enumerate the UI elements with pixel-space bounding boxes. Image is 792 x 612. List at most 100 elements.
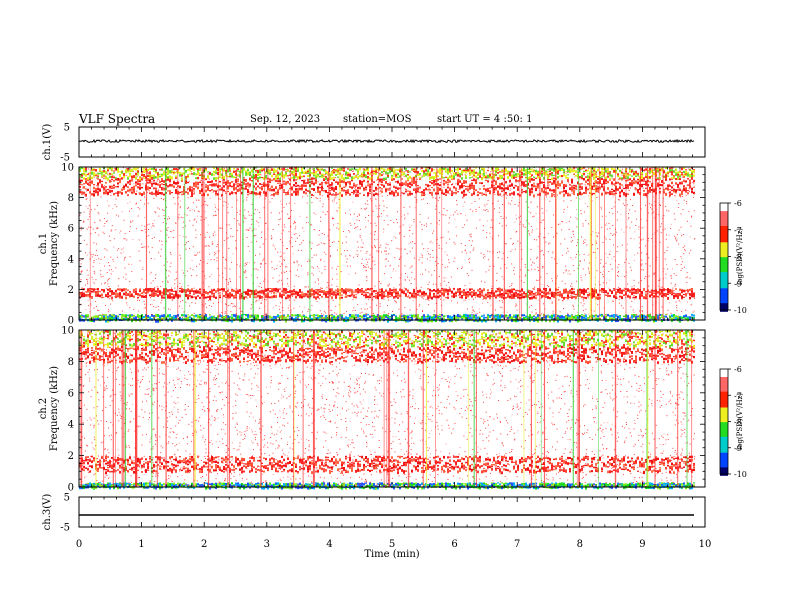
spectrogram-band-3 bbox=[435, 177, 437, 179]
spectrogram-band-1 bbox=[367, 288, 369, 291]
spectrogram-band-3 bbox=[295, 173, 297, 175]
spectrogram-band-2 bbox=[87, 182, 89, 185]
spectrogram-band-1 bbox=[477, 294, 479, 296]
spectrogram-band-1 bbox=[209, 295, 211, 297]
spectrogram-band-1 bbox=[357, 291, 359, 293]
spectrogram-band-1 bbox=[291, 294, 293, 296]
spectrogram-band-1 bbox=[209, 297, 211, 300]
spectrogram-band-1 bbox=[271, 295, 273, 299]
spectrogram-band-1 bbox=[141, 295, 143, 298]
spectrogram-band-2 bbox=[133, 185, 135, 189]
spectrogram-band-0 bbox=[617, 316, 619, 319]
spectrogram-band-1 bbox=[97, 291, 99, 294]
spectrogram-band-0 bbox=[449, 316, 451, 319]
spectrogram-band-0 bbox=[97, 317, 99, 320]
spectrogram-band-3 bbox=[247, 171, 249, 174]
spectrogram-band-2 bbox=[619, 177, 621, 180]
spectrogram-band-1 bbox=[299, 295, 301, 299]
spectrogram-band-2 bbox=[605, 182, 607, 184]
spectrogram-band-3 bbox=[259, 176, 261, 179]
spectrogram-band-0 bbox=[285, 316, 287, 319]
spectrogram-band-2 bbox=[407, 182, 409, 186]
spectrogram-band-3 bbox=[159, 169, 161, 171]
spectrogram-band-1 bbox=[381, 289, 383, 293]
spectrogram-band-0 bbox=[489, 315, 491, 318]
spectrogram-band-3 bbox=[251, 175, 253, 179]
spectrogram-band-3 bbox=[83, 169, 85, 173]
spectrogram-band-3 bbox=[231, 172, 233, 175]
spectrogram-band-3 bbox=[407, 177, 409, 181]
spectrogram-band-1 bbox=[359, 289, 361, 291]
spectrogram-band-3 bbox=[335, 170, 337, 173]
spectrogram-band-3 bbox=[153, 176, 155, 180]
spectrogram-band-3 bbox=[133, 167, 135, 169]
spectrogram-band-0 bbox=[239, 316, 241, 318]
spectrogram-band-2 bbox=[401, 182, 403, 185]
spectrogram-band-0 bbox=[211, 317, 213, 320]
spectrogram-band-0 bbox=[159, 319, 161, 323]
spectrogram-band-2 bbox=[541, 182, 543, 184]
spectrogram-band-2 bbox=[571, 186, 573, 188]
spectrogram-band-1 bbox=[633, 295, 635, 297]
spectrogram-band-0 bbox=[553, 315, 555, 318]
spectrogram-band-1 bbox=[453, 294, 455, 297]
spectrogram-band-2 bbox=[311, 188, 313, 190]
spectrogram-band-1 bbox=[443, 290, 445, 293]
spectrogram-band-1 bbox=[509, 289, 511, 293]
spectrogram-band-3 bbox=[397, 169, 399, 171]
spectrogram-band-3 bbox=[313, 171, 315, 173]
spectrogram-band-0 bbox=[529, 315, 531, 319]
spectrogram-band-0 bbox=[447, 317, 449, 321]
spectrogram-band-0 bbox=[189, 318, 191, 320]
spectrogram-band-2 bbox=[651, 189, 653, 191]
spectrogram-band-1 bbox=[115, 293, 117, 295]
spectrogram-band-0 bbox=[265, 316, 267, 319]
spectrogram-band-2 bbox=[345, 193, 347, 196]
spectrogram-band-0 bbox=[115, 315, 117, 318]
spectrogram-band-2 bbox=[317, 191, 319, 193]
spectrogram-band-0 bbox=[231, 314, 233, 316]
spectrogram-band-0 bbox=[433, 314, 435, 317]
spectrogram-band-1 bbox=[429, 288, 431, 292]
spectrogram-band-2 bbox=[269, 180, 271, 182]
spectrogram-band-1 bbox=[689, 293, 691, 296]
spectrogram-band-3 bbox=[137, 174, 139, 176]
spectrogram-band-3 bbox=[387, 172, 389, 175]
spectrogram-band-2 bbox=[461, 185, 463, 189]
spectrogram-band-2 bbox=[167, 185, 169, 188]
spectrogram-band-1 bbox=[311, 289, 313, 293]
spectrogram-band-0 bbox=[121, 316, 123, 320]
spectrogram-band-0 bbox=[337, 319, 339, 322]
spectrogram-band-1 bbox=[115, 295, 117, 297]
spectrogram-band-3 bbox=[233, 176, 235, 179]
spectrogram-band-0 bbox=[439, 314, 441, 316]
spectrogram-band-1 bbox=[409, 292, 411, 294]
spectrogram-band-3 bbox=[105, 176, 107, 180]
spectrogram-band-1 bbox=[249, 293, 251, 297]
spectrogram-band-2 bbox=[473, 192, 475, 195]
spectrogram-band-3 bbox=[317, 170, 319, 172]
spectrogram-band-3 bbox=[423, 174, 425, 177]
spectrogram-band-1 bbox=[335, 295, 337, 299]
spectrogram-band-2 bbox=[471, 179, 473, 181]
spectrogram-band-1 bbox=[295, 291, 297, 295]
spectrogram-band-3 bbox=[225, 174, 227, 177]
spectrogram-band-0 bbox=[363, 314, 365, 317]
spectrogram-band-2 bbox=[403, 192, 405, 195]
spectrogram-band-2 bbox=[369, 189, 371, 192]
spectrogram-band-1 bbox=[95, 288, 97, 290]
spectrogram-band-3 bbox=[119, 171, 121, 173]
spectrogram-band-1 bbox=[593, 293, 595, 296]
spectrogram-band-0 bbox=[631, 314, 633, 316]
spectrogram-band-2 bbox=[687, 192, 689, 195]
spectrogram-band-1 bbox=[661, 290, 663, 293]
spectrogram-band-3 bbox=[241, 170, 243, 173]
spectrogram-band-1 bbox=[547, 296, 549, 299]
spectrogram-band-1 bbox=[629, 296, 631, 299]
spectrogram-band-2 bbox=[337, 193, 339, 195]
spectrogram-band-1 bbox=[619, 288, 621, 291]
spectrogram-band-0 bbox=[255, 314, 257, 317]
spectrogram-band-1 bbox=[263, 289, 265, 292]
spectrogram-band-2 bbox=[139, 185, 141, 187]
spectrogram-band-0 bbox=[241, 314, 243, 316]
